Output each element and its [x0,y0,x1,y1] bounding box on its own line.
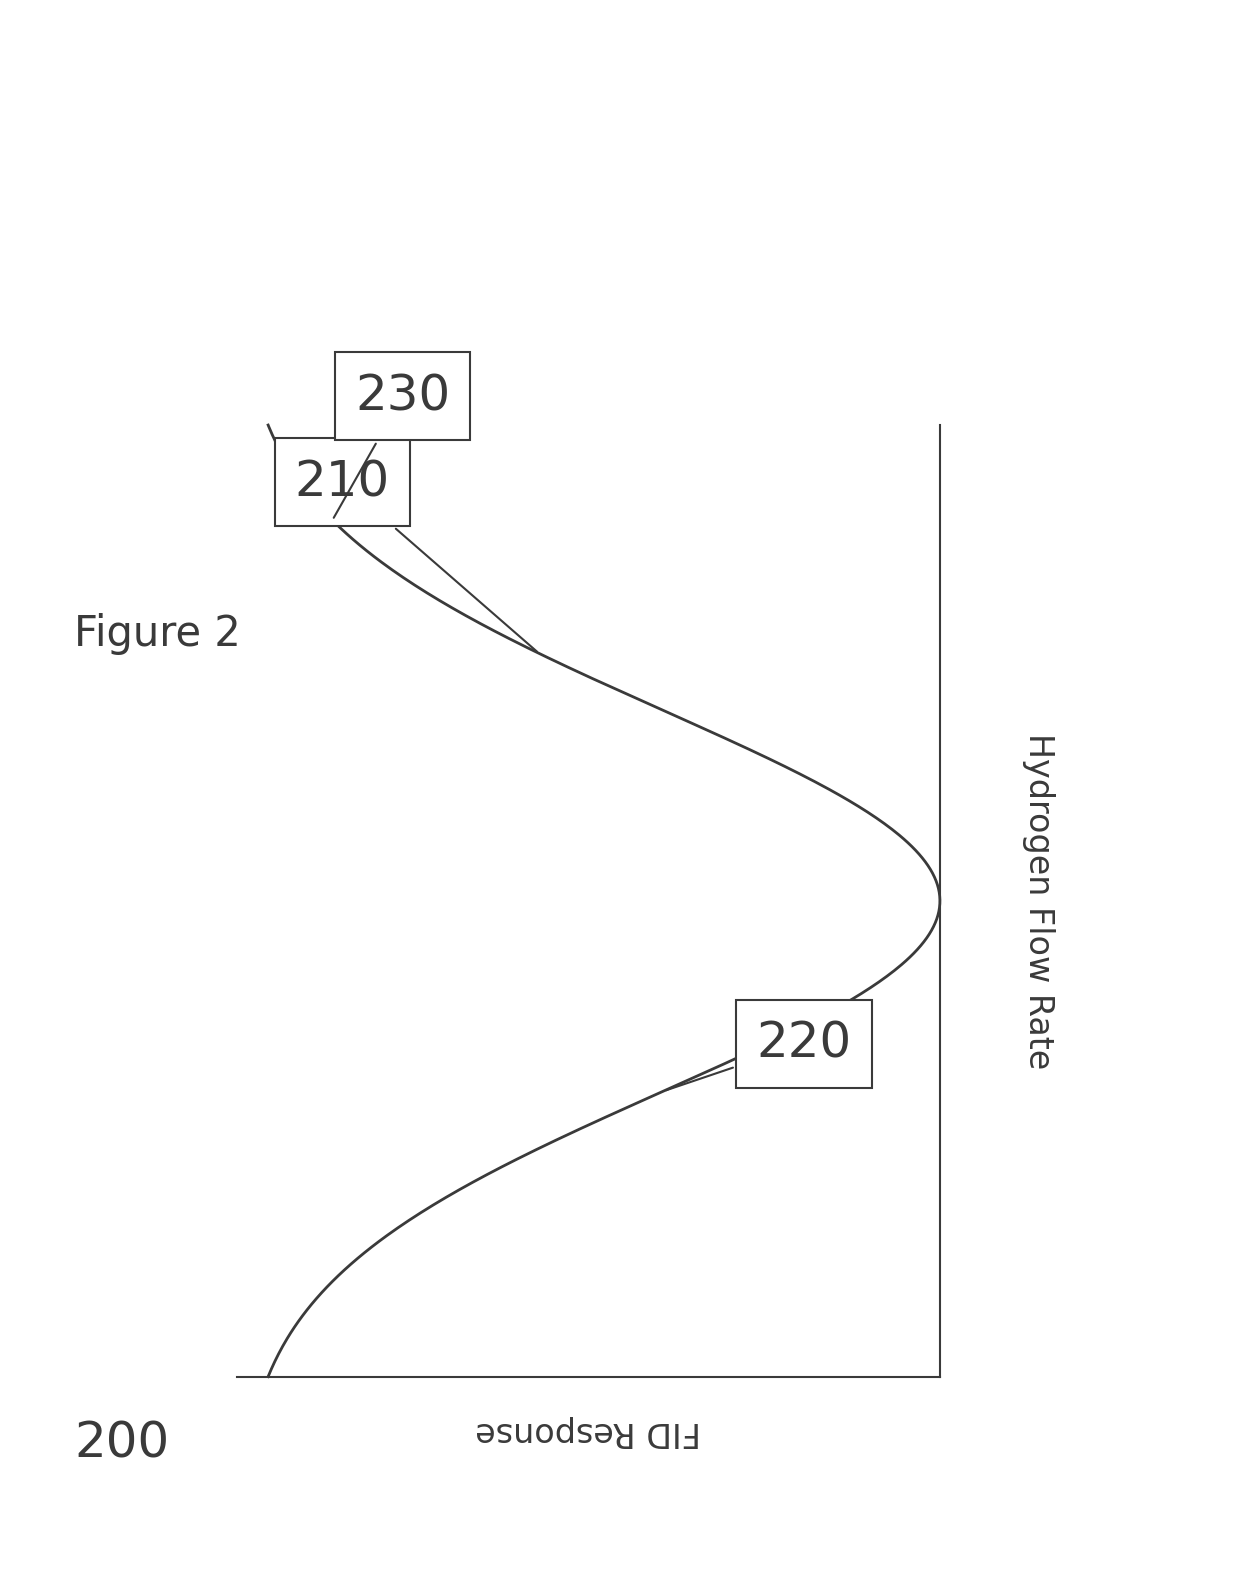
Text: Figure 2: Figure 2 [74,614,241,655]
Text: FID Response: FID Response [476,1415,702,1448]
Text: 200: 200 [74,1419,170,1467]
Text: 220: 220 [666,1020,852,1090]
Text: 210: 210 [295,458,537,652]
Text: 230: 230 [334,373,450,517]
Text: Hydrogen Flow Rate: Hydrogen Flow Rate [1022,733,1055,1069]
